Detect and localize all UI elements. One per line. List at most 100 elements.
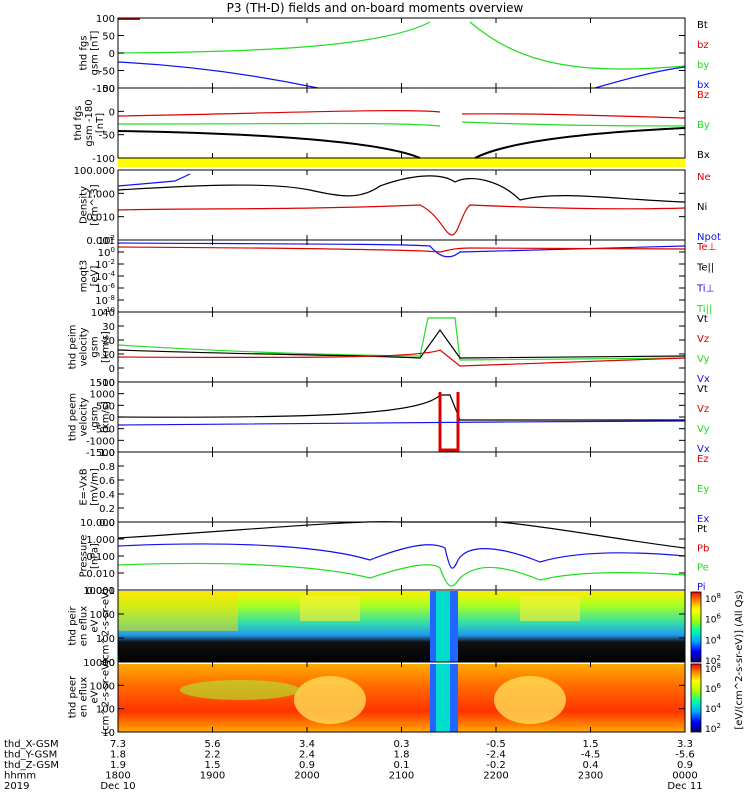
time-row-value: 1.8 <box>110 750 126 761</box>
legend-peem-Vy: Vy <box>697 424 710 435</box>
ytick-label: 0.100 <box>86 552 115 563</box>
time-row-value: 1900 <box>200 771 225 782</box>
time-row-value: 2000 <box>294 771 319 782</box>
curve-by <box>118 21 431 54</box>
ytick-label: 1.000 <box>86 535 115 546</box>
ylabel-peim: gsm <box>90 336 101 357</box>
time-row-value: 0.9 <box>299 760 315 771</box>
curve-By <box>118 122 441 127</box>
panel-frame-density <box>117 169 686 241</box>
ytick-label: 1000 <box>90 610 115 621</box>
colorbar-tick-lower: 102 <box>705 722 721 735</box>
legend-pressure-Pe: Pe <box>697 563 709 574</box>
ylabel-fgs: gsm [nT] <box>90 31 101 76</box>
time-row-value: 2300 <box>578 771 603 782</box>
time-row-value: 1.5 <box>205 760 221 771</box>
curve-Pi <box>118 543 685 569</box>
legend-fgs180-Bz: Bz <box>697 90 709 101</box>
legend-pressure-Pt: Pt <box>697 524 707 535</box>
ytick-label: 1.000 <box>86 189 115 200</box>
ytick-label: 0 <box>109 364 115 375</box>
time-row-value: 1.5 <box>583 739 599 750</box>
colorbar-tick-lower: 106 <box>705 682 721 695</box>
ylabel-peer: en eflux <box>79 677 90 717</box>
legend-temp-Ti⊥: Ti⊥ <box>696 283 714 294</box>
legend-density-Ni: Ni <box>697 202 707 213</box>
legend-pressure-Pb: Pb <box>697 543 709 554</box>
colorbar-tick-lower: 104 <box>705 702 721 715</box>
ytick-label: 0.2 <box>99 504 115 515</box>
legend-fgs-by: by <box>697 60 709 71</box>
ylabel-peim: velocity <box>79 327 90 366</box>
ytick-label: 10.000 <box>80 518 115 529</box>
legend-peim-Vz: Vz <box>697 334 709 345</box>
colorbar-label: [eV/(cm^2-s-sr-eV)] (All Qs) <box>734 590 745 729</box>
curve-bx <box>118 61 319 89</box>
ytick-label: -100 <box>92 154 115 165</box>
ylabel-temp: [eV] <box>90 266 101 287</box>
ylabel-peem: gsm <box>90 406 101 427</box>
ytick-label: 0.010 <box>86 569 115 580</box>
ytick-label: 0.010 <box>86 213 115 224</box>
legend-peem-Vx: Vx <box>697 444 710 455</box>
colorbar <box>690 591 702 733</box>
time-row-value: 0.1 <box>394 760 410 771</box>
panel-frame-fgs180 <box>117 87 686 159</box>
time-row-label: 2019 <box>4 781 29 792</box>
time-row-value: -2.4 <box>486 750 506 761</box>
time-row-value: 7.3 <box>110 739 126 750</box>
colorbar-tick-upper: 108 <box>705 592 721 605</box>
curve-By-2 <box>461 121 685 127</box>
curve-Bz <box>118 110 441 117</box>
time-row-value: -4.5 <box>581 750 601 761</box>
ylabel-fgs180: thd fgs <box>73 106 84 141</box>
curve-peem-Vz <box>438 392 460 452</box>
time-row-value: 2.2 <box>205 750 221 761</box>
colorbar-lower <box>690 663 702 733</box>
ylabel-peir: thd peir <box>68 606 79 646</box>
curve-Bx <box>118 130 421 159</box>
ytick-label: 1.0 <box>99 448 115 459</box>
time-row-label: thd_Y-GSM <box>4 750 57 761</box>
time-row-value: 2.4 <box>299 750 315 761</box>
curve-Bz-2 <box>461 113 685 119</box>
time-row-value: 0000 <box>672 771 697 782</box>
curve-Pe <box>118 562 685 587</box>
legend-fgs-Bt: Bt <box>697 20 708 31</box>
curve-by-2 <box>469 21 685 70</box>
time-row-value: 2200 <box>483 771 508 782</box>
ytick-label: 10000 <box>83 586 115 597</box>
curve-Ni <box>118 175 685 203</box>
ytick-label: -1000 <box>86 436 115 447</box>
ytick-label: 50 <box>102 84 115 95</box>
time-row-value: 1.8 <box>394 750 410 761</box>
ytick-label: 1000 <box>90 390 115 401</box>
time-row-value: 0.3 <box>394 739 410 750</box>
ytick-label: 0.0 <box>99 518 115 529</box>
ylabel-peem: velocity <box>79 397 90 436</box>
ylabel-peer: thd peer <box>68 675 79 718</box>
ytick-label: 0 <box>109 107 115 118</box>
ylabel-peir: en eflux <box>79 606 90 646</box>
ytick-label: 0.001 <box>86 586 115 597</box>
colorbar-tick-upper: 104 <box>705 633 721 646</box>
ylabel-peer: eV <box>90 690 101 703</box>
ytick-label: 0.8 <box>99 462 115 473</box>
ytick-label: 1500 <box>90 378 115 389</box>
legend-density-Ne: Ne <box>697 172 711 183</box>
curve-Te <box>118 246 685 253</box>
curve-peim-Vt <box>118 328 685 359</box>
ylabel-peim: thd peim <box>68 325 79 370</box>
legend-efield-Ez: Ez <box>697 454 709 465</box>
ytick-label: 40 <box>102 308 115 319</box>
ytick-label: -500 <box>92 425 115 436</box>
ytick-label: 100 <box>96 705 115 716</box>
legend-temp-Te⊥: Te⊥ <box>696 242 716 253</box>
ytick-label: 10 <box>102 728 115 739</box>
curve-peim-Vz <box>118 349 685 367</box>
ylabel-density: [cm^-3] <box>90 184 101 225</box>
curve-bx-2 <box>594 66 685 89</box>
time-row-value: Dec 10 <box>100 781 135 792</box>
ytick-label: -50 <box>99 67 115 78</box>
